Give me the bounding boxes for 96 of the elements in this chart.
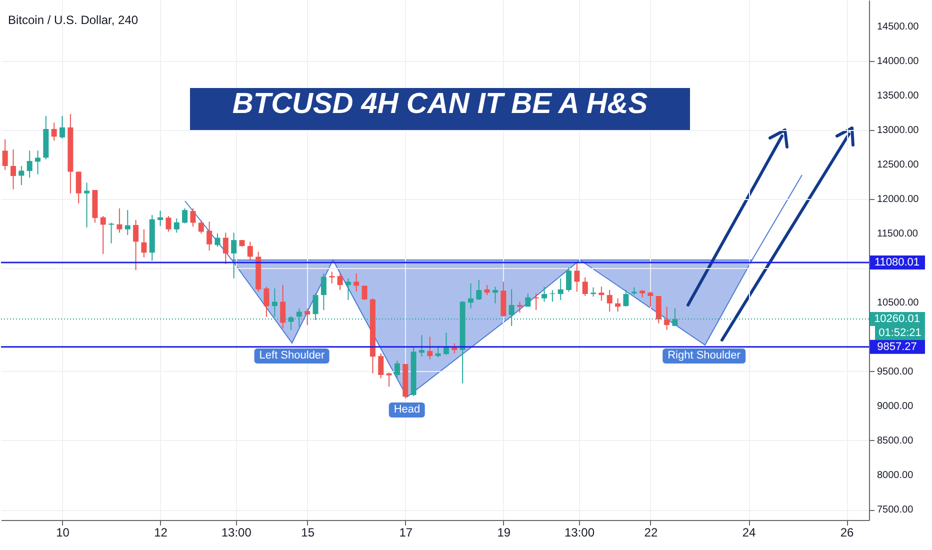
annotation: Right Shoulder — [662, 348, 746, 364]
candlestick — [190, 208, 196, 228]
ref-line-label: 9857.27 — [877, 340, 917, 353]
candlestick — [354, 272, 360, 292]
x-tick-label: 17 — [399, 526, 413, 540]
candlestick — [166, 216, 172, 232]
candlestick — [476, 280, 482, 300]
candlestick — [615, 298, 621, 312]
candlestick — [345, 278, 351, 300]
candlestick — [443, 332, 449, 356]
candlestick — [598, 286, 604, 302]
y-tick-label: 9500.00 — [877, 366, 914, 378]
candlestick — [304, 308, 310, 326]
candlestick — [264, 286, 270, 318]
candlestick — [427, 336, 433, 360]
candlestick — [272, 288, 278, 318]
y-tick-label: 13500.00 — [877, 90, 920, 102]
x-tick-label: 24 — [742, 526, 756, 540]
x-tick-label: 26 — [840, 526, 854, 540]
candlestick — [10, 148, 16, 190]
candlestick — [435, 346, 441, 358]
text: Bitcoin / U.S. Dollar, 240 — [8, 13, 138, 27]
candlestick — [517, 301, 523, 314]
x-tick-label: 22 — [644, 526, 658, 540]
candlestick — [574, 261, 580, 292]
candlestick — [590, 286, 596, 298]
y-tick-label: 14500.00 — [877, 21, 920, 32]
candlestick — [35, 150, 41, 175]
candlestick — [533, 292, 539, 310]
y-tick-label: 9000.00 — [877, 400, 914, 412]
candlestick — [247, 241, 253, 261]
candlestick — [206, 221, 212, 252]
y-tick-label: 12000.00 — [877, 194, 920, 205]
candlestick — [566, 266, 572, 292]
candlestick — [108, 222, 114, 244]
ref-line-label: 10260.01 — [874, 313, 920, 326]
ref-line-label: 11080.01 — [874, 256, 920, 268]
candlestick — [100, 216, 106, 255]
candlestick — [525, 292, 531, 308]
candlestick — [648, 291, 654, 308]
candlestick — [231, 232, 237, 279]
y-tick-label: 8500.00 — [877, 436, 914, 446]
y-tick-label: 7500.00 — [877, 504, 914, 516]
y-tick-label: 8000.00 — [877, 470, 914, 482]
candlestick — [182, 208, 188, 224]
candlestick — [51, 122, 57, 142]
y-tick-label: 11500.00 — [877, 228, 918, 240]
candlestick — [329, 271, 335, 284]
candlestick — [158, 210, 164, 227]
y-tick-label: 10500.00 — [877, 297, 920, 308]
candlestick — [418, 334, 424, 358]
candlestick — [320, 272, 326, 311]
text: BTCUSD 4H CAN IT BE A H&S — [190, 88, 690, 130]
candlestick — [664, 306, 670, 331]
candlestick — [84, 182, 90, 228]
candlestick — [133, 220, 139, 271]
candlestick — [280, 284, 286, 329]
candlestick — [656, 295, 662, 324]
candlestick — [558, 278, 564, 300]
candlestick — [623, 289, 629, 308]
candlestick — [492, 286, 498, 304]
annotation: Left Shoulder — [254, 348, 330, 364]
y-tick-label: 14000.00 — [877, 56, 920, 67]
candlestick — [362, 285, 368, 300]
candlestick — [468, 282, 474, 309]
candlestick — [484, 284, 490, 296]
candlestick — [378, 352, 384, 379]
candlestick — [26, 150, 32, 178]
x-tick-label: 19 — [497, 526, 511, 540]
y-tick-label: 13000.00 — [877, 124, 920, 136]
candlestick — [214, 232, 220, 248]
y-tick-label: 12500.00 — [877, 159, 920, 170]
candlestick — [60, 116, 66, 140]
x-tick-label: 13:00 — [221, 526, 252, 540]
x-tick-label: 13:00 — [564, 526, 595, 540]
candlestick — [452, 342, 458, 354]
candlestick — [124, 210, 130, 236]
candlestick — [116, 208, 122, 234]
x-tick-label: 12 — [154, 526, 168, 540]
candlestick — [76, 171, 82, 204]
x-tick-label: 15 — [301, 526, 315, 540]
candlestick — [222, 232, 228, 265]
candlestick — [606, 289, 612, 312]
candlestick — [582, 276, 588, 296]
text: 01:52:21 — [878, 327, 922, 340]
candlestick — [394, 360, 400, 379]
candlestick — [18, 165, 24, 186]
candlestick — [198, 220, 204, 234]
annotation: Head — [388, 402, 426, 418]
candlestick — [386, 372, 392, 388]
candlestick — [337, 272, 343, 291]
candlestick — [542, 286, 548, 302]
candlestick — [174, 218, 180, 234]
x-tick-label: 10 — [56, 526, 70, 540]
candlestick — [141, 228, 147, 258]
candlestick — [2, 138, 8, 170]
